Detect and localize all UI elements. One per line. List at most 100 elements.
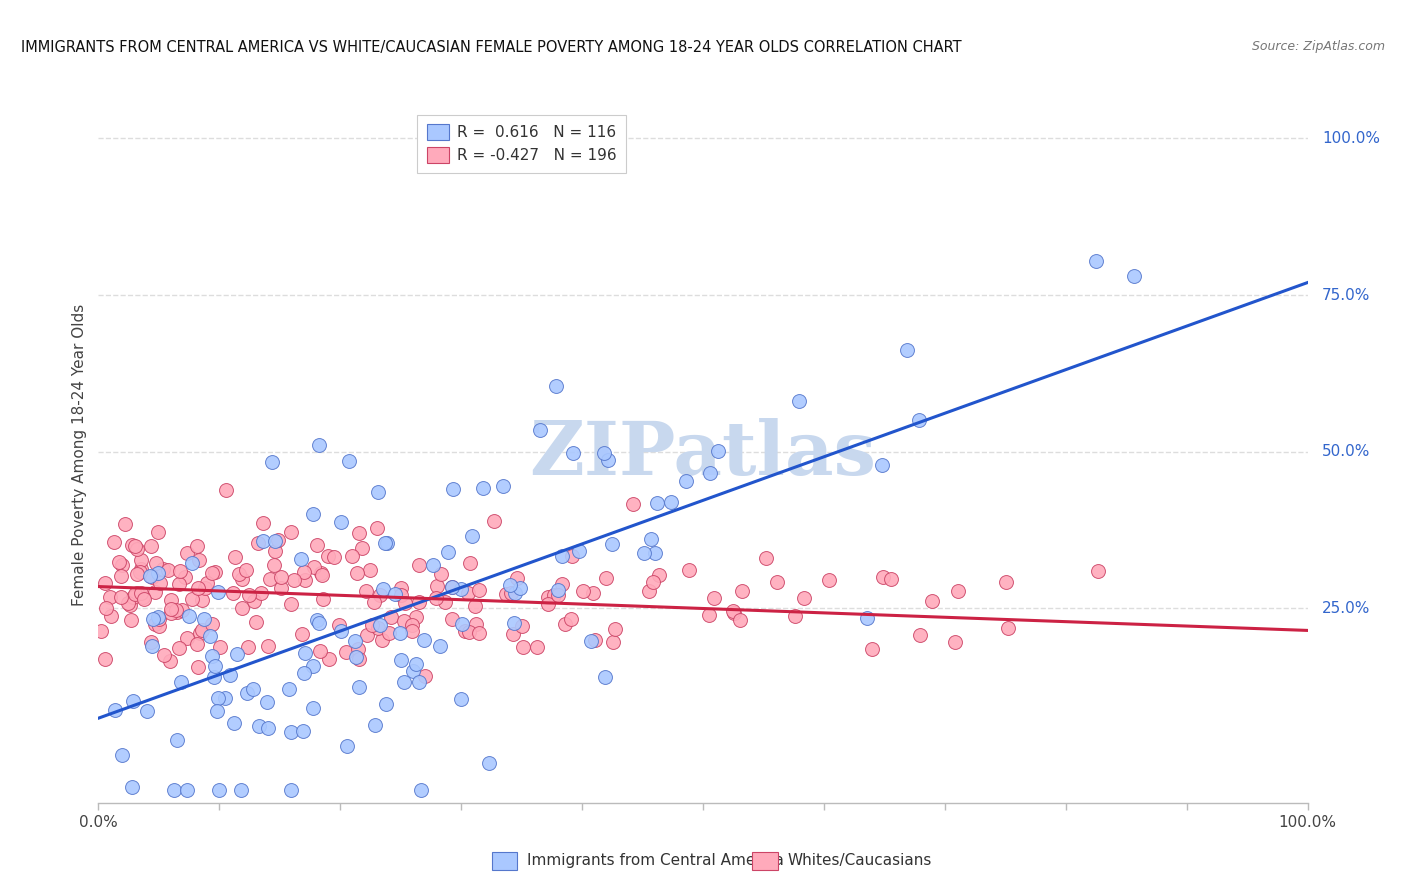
Point	[224, 549, 246, 564]
Point	[138, 568, 160, 582]
Point	[908, 413, 931, 427]
Point	[872, 570, 894, 584]
Point	[526, 640, 548, 654]
Point	[159, 606, 181, 620]
Point	[204, 566, 226, 580]
Point	[422, 558, 444, 572]
Point	[860, 641, 883, 656]
Point	[659, 495, 682, 509]
Point	[148, 566, 170, 580]
Point	[389, 653, 412, 667]
Point	[371, 582, 394, 596]
Point	[384, 586, 406, 600]
Point	[323, 549, 346, 564]
Point	[204, 659, 226, 673]
Point	[699, 467, 721, 481]
Point	[368, 588, 391, 602]
Point	[142, 612, 165, 626]
Point	[450, 582, 472, 596]
Point	[111, 558, 134, 572]
Point	[582, 586, 605, 600]
Point	[366, 521, 388, 535]
Point	[312, 592, 335, 607]
Point	[302, 659, 325, 673]
Point	[502, 615, 524, 630]
Point	[645, 496, 668, 510]
Point	[413, 632, 436, 647]
Point	[492, 479, 515, 493]
Point	[195, 575, 218, 590]
Point	[499, 586, 522, 600]
Point	[280, 597, 302, 611]
Point	[176, 546, 198, 560]
Point	[238, 588, 260, 602]
Point	[169, 675, 191, 690]
Point	[347, 641, 370, 656]
Point	[124, 587, 146, 601]
Point	[347, 526, 370, 541]
Point	[378, 625, 401, 640]
Point	[648, 567, 671, 582]
Point	[194, 582, 217, 596]
Point	[94, 601, 117, 615]
Point	[394, 674, 416, 689]
Point	[644, 546, 666, 560]
Point	[392, 615, 415, 629]
Text: Whites/Caucasians: Whites/Caucasians	[787, 854, 932, 868]
Point	[380, 610, 402, 624]
Point	[202, 670, 225, 684]
Point	[252, 534, 274, 549]
Point	[723, 606, 745, 620]
Point	[186, 637, 208, 651]
Point	[482, 514, 505, 528]
Point	[100, 608, 122, 623]
Point	[434, 595, 457, 609]
Point	[136, 704, 159, 718]
Text: 100.0%: 100.0%	[1322, 131, 1381, 146]
Point	[405, 610, 427, 624]
Point	[247, 536, 270, 550]
Point	[595, 571, 617, 585]
Point	[354, 584, 377, 599]
Point	[464, 599, 486, 613]
Point	[149, 576, 172, 591]
Point	[111, 747, 134, 762]
Point	[441, 580, 464, 594]
Point	[356, 628, 378, 642]
Point	[706, 444, 728, 458]
Point	[174, 570, 197, 584]
Y-axis label: Female Poverty Among 18-24 Year Olds: Female Poverty Among 18-24 Year Olds	[72, 304, 87, 606]
Point	[252, 516, 274, 531]
Point	[235, 563, 257, 577]
Point	[236, 640, 259, 654]
Point	[264, 544, 287, 558]
Point	[547, 582, 569, 597]
Point	[98, 591, 121, 605]
Point	[127, 585, 149, 599]
Point	[502, 626, 524, 640]
Point	[104, 703, 127, 717]
Point	[94, 652, 117, 666]
Point	[537, 590, 560, 604]
Point	[302, 508, 325, 522]
Point	[257, 721, 280, 735]
Point	[231, 601, 253, 615]
Point	[294, 573, 316, 587]
Point	[257, 640, 280, 654]
Point	[305, 613, 328, 627]
Point	[408, 558, 430, 572]
Point	[336, 739, 359, 753]
Point	[495, 587, 517, 601]
Point	[755, 550, 778, 565]
Point	[678, 563, 700, 577]
Point	[129, 561, 152, 575]
Point	[551, 576, 574, 591]
Point	[921, 594, 943, 608]
Point	[429, 639, 451, 653]
Point	[222, 715, 245, 730]
Point	[162, 783, 184, 797]
Point	[108, 555, 131, 569]
Text: 0.0%: 0.0%	[79, 815, 118, 830]
Point	[401, 617, 423, 632]
Point	[389, 588, 412, 602]
